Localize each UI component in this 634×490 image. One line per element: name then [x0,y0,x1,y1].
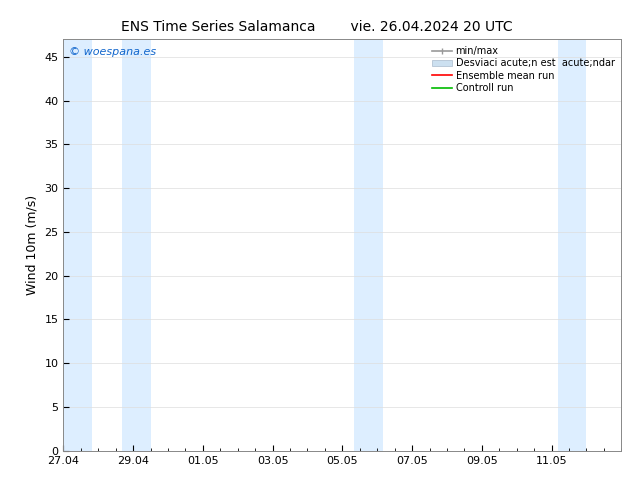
Bar [63,39,93,451]
Bar [354,39,383,451]
Text: © woespana.es: © woespana.es [69,48,156,57]
Y-axis label: Wind 10m (m/s): Wind 10m (m/s) [26,195,39,295]
Bar [122,39,151,451]
Text: ENS Time Series Salamanca        vie. 26.04.2024 20 UTC: ENS Time Series Salamanca vie. 26.04.202… [121,20,513,34]
Legend: min/max, Desviaci acute;n est  acute;ndar, Ensemble mean run, Controll run: min/max, Desviaci acute;n est acute;ndar… [430,44,616,95]
Bar [557,39,586,451]
